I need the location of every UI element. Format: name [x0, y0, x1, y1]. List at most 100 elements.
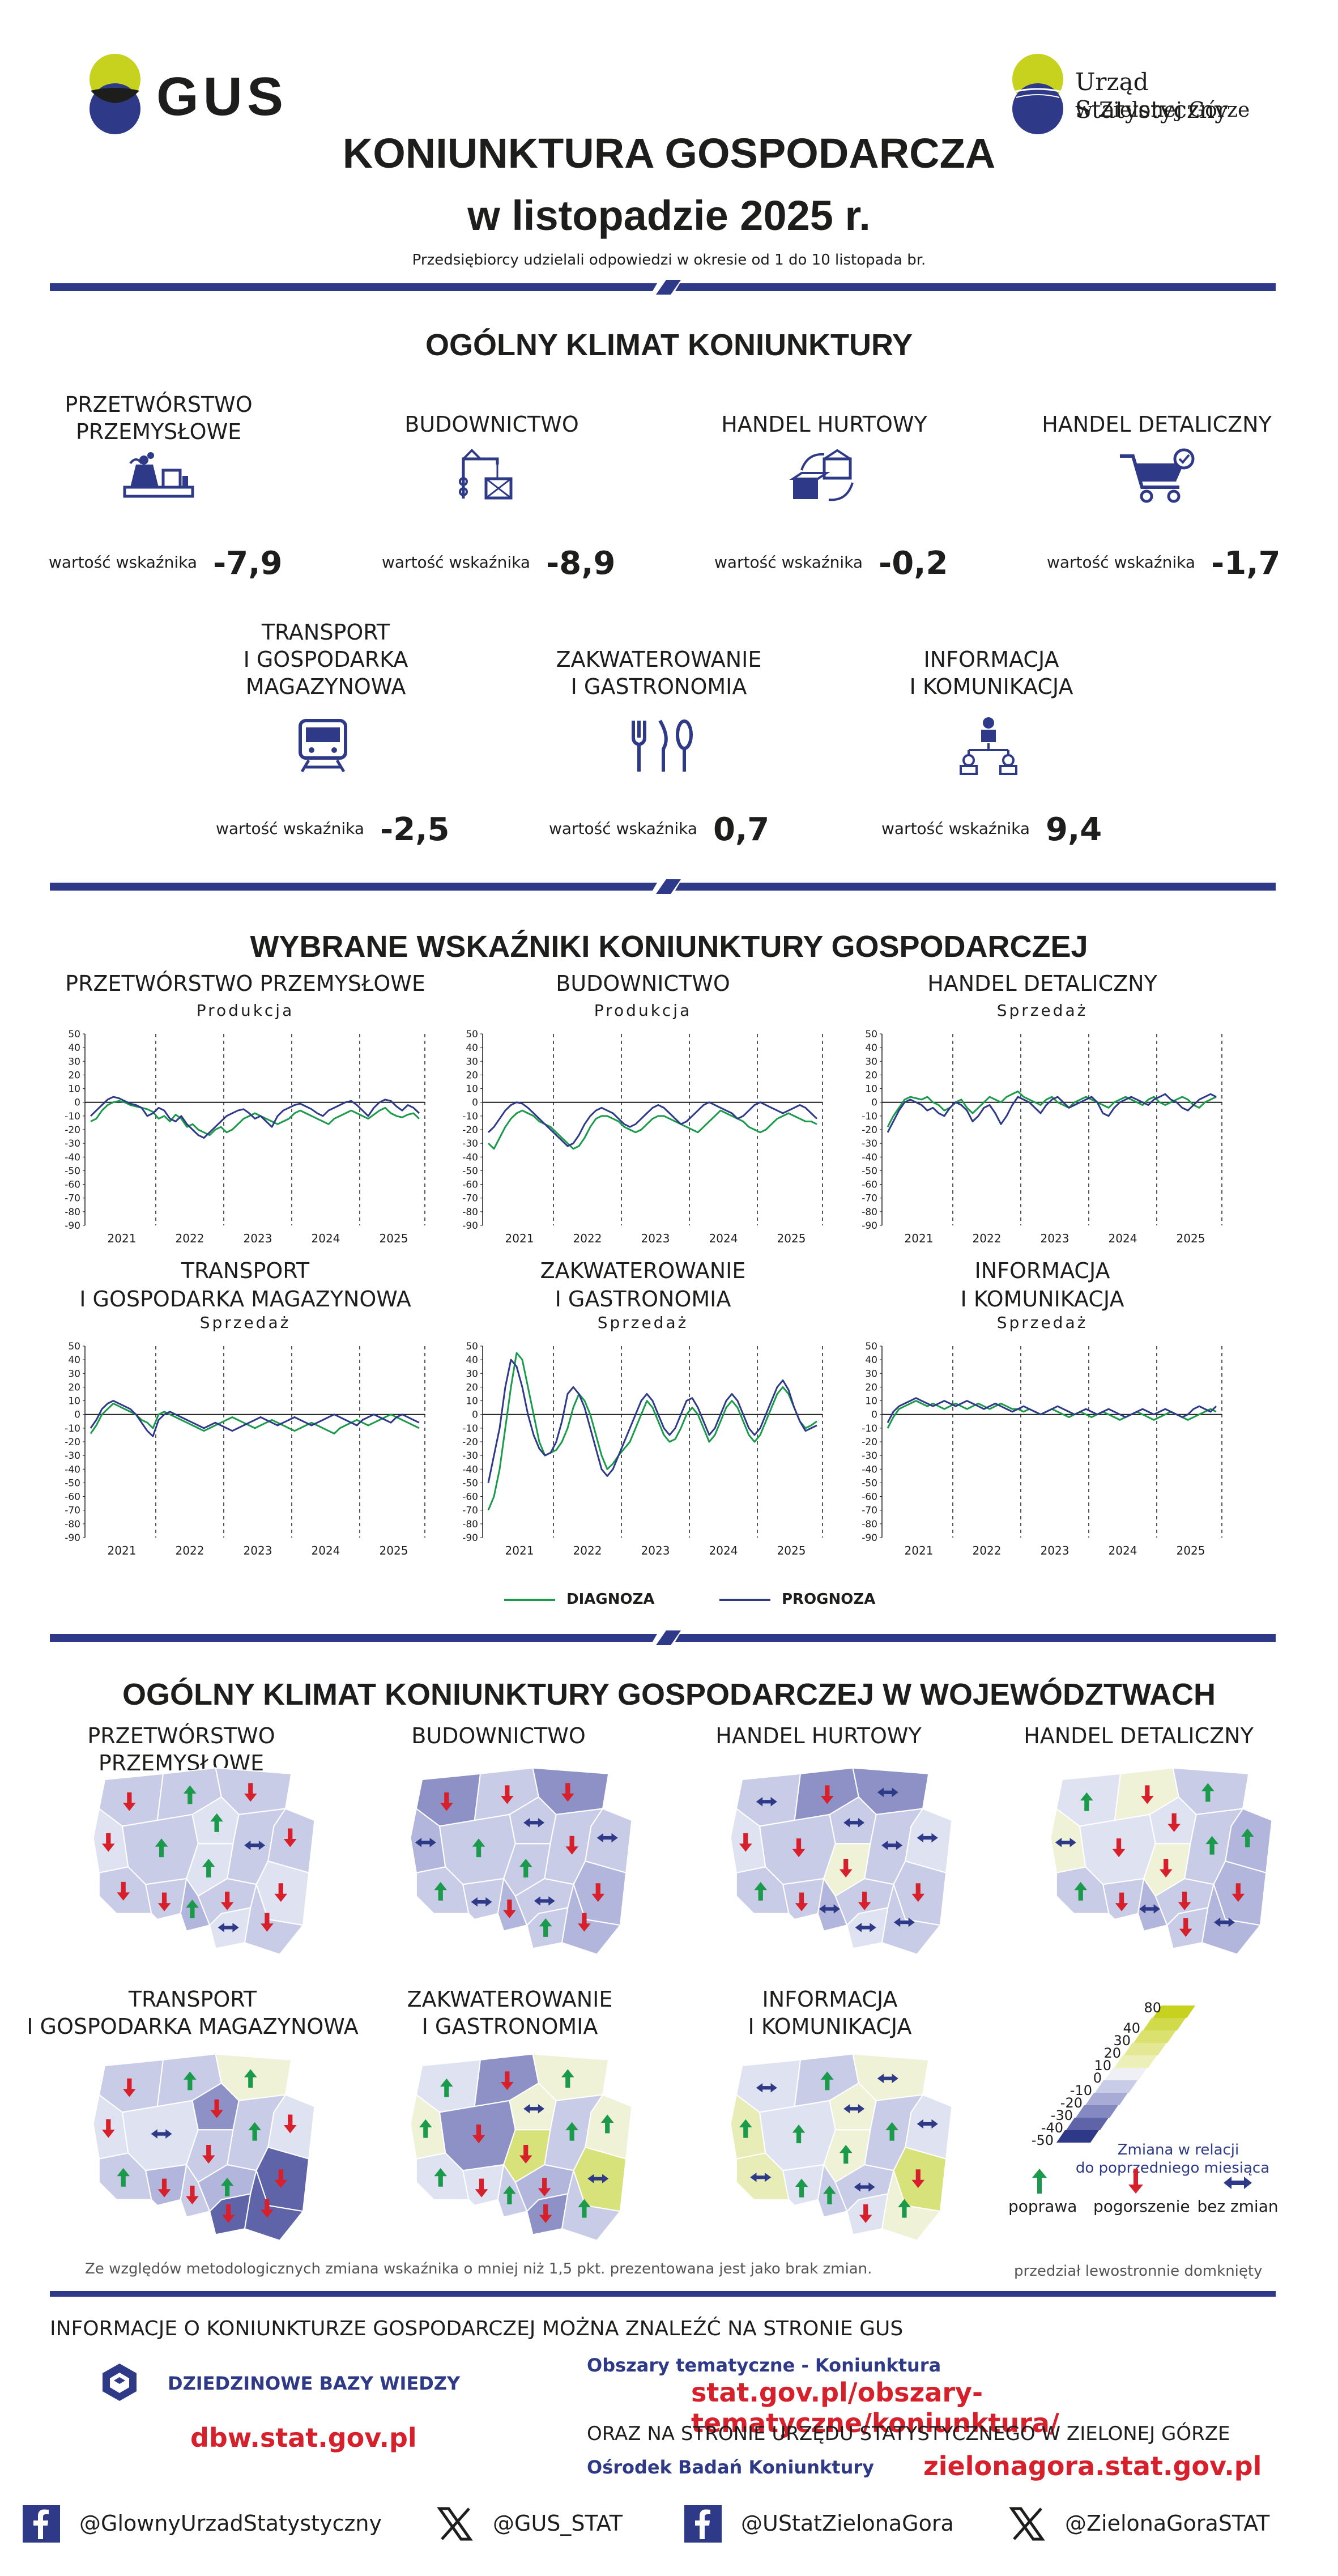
- color-scale: 80 40 30 20 10 0 -10 -20 -30 -40 -50 Zmiana w rela…: [986, 2000, 1303, 2238]
- footer-info-line: INFORMACJE O KONIUNKTURZE GOSPODARCZEJ M…: [50, 2317, 904, 2340]
- y-tick-label: 10: [865, 1396, 877, 1407]
- chart-title-line1: ZAKWATEROWANIE: [540, 1258, 746, 1283]
- indicator-value: -8,9: [546, 545, 616, 582]
- factory-icon: [119, 448, 198, 510]
- sector-block: INFORMACJA I KOMUNIKACJA wartość wskaźnika…: [872, 0, 1156, 848]
- y-tick-label: -60: [462, 1180, 478, 1191]
- x-icon: [437, 2507, 473, 2541]
- y-tick-label: -80: [862, 1207, 877, 1218]
- arrow-down-icon: [911, 1883, 925, 1902]
- y-tick-label: 10: [466, 1084, 478, 1095]
- sector-name: BUDOWNICTWO: [404, 412, 579, 437]
- arrow-down-icon: [503, 1900, 516, 1918]
- y-tick-label: -10: [462, 1111, 478, 1122]
- poland-map: [730, 2053, 953, 2241]
- chart-title-line1: PRZETWÓRSTWO PRZEMYSŁOWE: [65, 971, 425, 996]
- x-tick-label: 2022: [176, 1232, 204, 1245]
- voivodeship: [244, 2168, 304, 2241]
- x-tick-label: 2025: [380, 1232, 408, 1245]
- arrow-down-icon: [102, 1833, 115, 1852]
- y-tick-label: 40: [68, 1042, 80, 1054]
- arrow-up-icon: [1241, 1828, 1254, 1847]
- sector-block: PRZETWÓRSTWO PRZEMYSŁOWE wartość wskaźnika…: [40, 0, 323, 582]
- chart-subtitle: Sprzedaż: [996, 1313, 1088, 1332]
- arrow-up-icon: [561, 2069, 574, 2088]
- series-line-prognoza: [887, 1093, 1217, 1133]
- arrow-down-icon: [561, 1783, 574, 1802]
- arrow-both-icon: [151, 2129, 172, 2139]
- arrow-down-icon: [839, 1859, 853, 1877]
- y-tick-label: 40: [865, 1355, 877, 1366]
- social-x-us[interactable]: @ZielonaGoraSTAT: [1008, 2504, 1326, 2544]
- y-tick-label: -90: [862, 1220, 877, 1232]
- y-tick-label: -50: [65, 1478, 80, 1489]
- climate-section-title: OGÓLNY KLIMAT KONIUNKTURY: [425, 328, 913, 362]
- dbw-link[interactable]: dbw.stat.gov.pl: [190, 2422, 417, 2453]
- arrow-up-icon: [434, 1881, 448, 1901]
- zg-link[interactable]: zielonagora.stat.gov.pl: [923, 2451, 1262, 2481]
- x-tick-label: 2024: [709, 1232, 738, 1245]
- indicator-value: -7,9: [213, 545, 283, 582]
- arrow-both-icon: [1139, 1904, 1160, 1914]
- series-line-diagnoza: [487, 1352, 817, 1511]
- indicator-chart: TRANSPORT I GOSPODARKA MAGAZYNOWA Sprzedaż…: [50, 1257, 441, 1557]
- y-tick-label: -40: [862, 1464, 877, 1475]
- arrow-down-icon: [274, 1883, 288, 1902]
- sector-name: MAGAZYNOWA: [245, 674, 406, 699]
- arrow-down-icon: [261, 1913, 274, 1932]
- arrow-up-icon: [220, 2177, 234, 2196]
- dbw-block[interactable]: DZIEDZINOWE BAZY WIEDZY: [100, 2362, 496, 2402]
- arrow-up-icon: [1080, 1792, 1093, 1811]
- arrow-both-icon: [819, 1904, 840, 1914]
- arrow-up-icon: [210, 1813, 223, 1832]
- arrow-down-icon: [157, 1892, 171, 1911]
- x-tick-label: 2024: [1109, 1232, 1137, 1245]
- y-tick-label: -90: [462, 1532, 478, 1544]
- social-facebook-us[interactable]: @UStatZielonaGora: [684, 2504, 1002, 2544]
- sector-block: HANDEL HURTOWY wartość wskaźnika -0,2: [705, 0, 988, 582]
- network-icon: [952, 715, 1031, 777]
- arrow-down-icon: [274, 2169, 288, 2188]
- series-line-diagnoza: [887, 1090, 1217, 1127]
- arrow-both-icon: [587, 2174, 609, 2183]
- indicator-value: -0,2: [879, 545, 948, 582]
- social-facebook-gus[interactable]: @GlownyUrzadStatystyczny: [23, 2504, 382, 2544]
- social-x-gus[interactable]: @GUS_STAT: [436, 2504, 719, 2544]
- arrow-both-icon: [917, 1833, 938, 1843]
- x-tick-label: 2023: [1041, 1232, 1069, 1245]
- y-tick-label: 10: [865, 1084, 877, 1095]
- y-tick-label: -60: [462, 1492, 478, 1503]
- divider-1-mark: [649, 278, 683, 297]
- arrow-both-icon: [534, 1896, 555, 1906]
- obszary-link[interactable]: stat.gov.pl/obszary-tematyczne/koniunktu…: [691, 2377, 1059, 2438]
- x-tick-label: 2021: [905, 1232, 934, 1245]
- arrow-both-icon: [917, 2119, 938, 2129]
- voivodeship: [1201, 1882, 1262, 1955]
- arrow-down-icon: [792, 1838, 806, 1858]
- y-tick-label: -40: [462, 1152, 478, 1163]
- sector-block: BUDOWNICTWO wartość wskaźnika -8,9: [373, 0, 656, 582]
- arrow-up-icon: [539, 1918, 552, 1937]
- chart-plot: 50 40 30 20 10 0 -10 -20 -30 -40 -50 -60 -70 -80 -90 20…: [462, 1341, 823, 1557]
- arrow-up-icon: [839, 2145, 853, 2164]
- indicator-label: wartość wskaźnika: [1047, 553, 1196, 572]
- y-tick-label: 10: [68, 1396, 80, 1407]
- arrow-up-icon: [519, 1859, 532, 1877]
- y-tick-label: -70: [65, 1505, 80, 1517]
- scale-step: [1056, 2130, 1099, 2143]
- osrodek-label: Ośrodek Badań Koniunktury: [587, 2456, 874, 2478]
- arrow-both-icon: [523, 1818, 545, 1828]
- chart-plot: 50 40 30 20 10 0 -10 -20 -30 -40 -50 -60 -70 -80 -90 20…: [862, 1029, 1222, 1245]
- divider-4: [50, 2291, 1276, 2297]
- indicator-value: -2,5: [380, 811, 450, 848]
- chart-subtitle: Sprzedaż: [996, 1001, 1088, 1020]
- x-tick-label: 2022: [573, 1544, 602, 1557]
- arrow-both-icon: [854, 2182, 875, 2192]
- voivodeship: [462, 1877, 505, 1921]
- y-tick-label: -80: [65, 1519, 80, 1530]
- y-tick-label: -20: [462, 1437, 478, 1448]
- y-tick-label: -70: [462, 1193, 478, 1204]
- arrow-down-icon: [1128, 2169, 1143, 2194]
- divider-3-mark: [649, 1628, 683, 1647]
- arrow-both-icon: [877, 2073, 898, 2083]
